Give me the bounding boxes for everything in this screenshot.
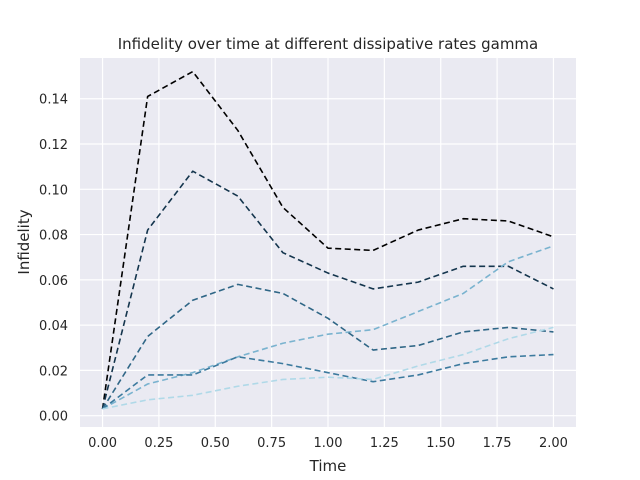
x-tick-label: 1.50 [426,436,455,451]
series-line-6 [102,326,554,410]
series-line-2 [101,170,554,410]
y-tick-label: 0.04 [39,319,68,334]
series-line-5 [102,353,554,410]
grid [80,58,576,427]
series-line-4 [101,283,554,410]
x-tick-label: 1.75 [483,436,512,451]
y-tick-label: 0.08 [39,229,68,244]
y-tick-labels: 0.00 0.02 0.04 0.06 0.08 0.10 0.12 0.14 [39,93,68,425]
x-tick-label: 1.00 [314,436,343,451]
x-tick-label: 2.00 [539,436,568,451]
y-tick-label: 0.02 [39,364,68,379]
x-tick-label: 0.75 [257,436,286,451]
y-axis-label: Infidelity [15,209,33,274]
x-tick-label: 0.50 [201,436,230,451]
y-tick-label: 0.00 [39,410,68,425]
x-tick-label: 1.25 [370,436,399,451]
x-axis-label: Time [309,457,347,475]
y-tick-label: 0.10 [39,183,68,198]
chart-title: Infidelity over time at different dissip… [118,35,538,53]
y-tick-label: 0.06 [39,274,68,289]
series-line-1 [101,70,554,410]
y-tick-label: 0.12 [39,138,68,153]
y-tick-label: 0.14 [39,93,68,108]
series-line-3 [102,245,554,410]
x-tick-label: 0.00 [88,436,117,451]
series-layer [101,70,554,410]
x-tick-label: 0.25 [144,436,173,451]
x-tick-labels: 0.00 0.25 0.50 0.75 1.00 1.25 1.50 1.75 2.00 [88,436,568,451]
